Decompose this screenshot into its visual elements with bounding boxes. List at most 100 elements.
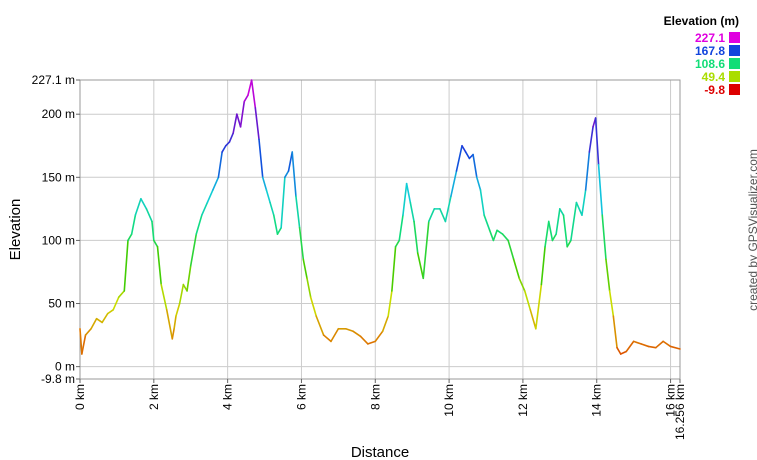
profile-segment (295, 195, 301, 229)
profile-segment (344, 327, 354, 333)
x-tick-label: 16.256 km (673, 384, 687, 440)
x-tick-label: 6 km (294, 384, 308, 410)
profile-segment (291, 151, 297, 198)
profile-segment (84, 327, 92, 336)
legend-value: 108.6 (695, 57, 725, 71)
profile-segment (555, 208, 561, 235)
profile-segment (647, 345, 657, 349)
profile-segment (612, 315, 618, 349)
profile-segment (551, 233, 557, 242)
profile-segment (269, 201, 275, 216)
profile-segment (95, 317, 103, 324)
profile-segment (239, 100, 246, 128)
profile-segment (559, 208, 565, 216)
profile-segment (359, 335, 369, 345)
profile-segment (391, 245, 397, 292)
profile-segment (594, 117, 600, 166)
profile-segment (153, 239, 159, 248)
profile-segment (236, 113, 242, 128)
profile-segment (247, 79, 253, 97)
profile-segment (479, 189, 485, 216)
profile-segment (276, 226, 282, 235)
profile-segment (175, 302, 181, 317)
profile-segment (160, 283, 168, 311)
profile-segment (165, 309, 174, 340)
profile-segment (398, 214, 404, 242)
legend-swatch (729, 71, 740, 82)
profile-segment (632, 340, 642, 345)
profile-segment (189, 233, 198, 267)
y-tick-label: 227.1 m (32, 73, 75, 87)
profile-segment (298, 226, 305, 261)
profile-segment (261, 176, 268, 191)
profile-segment (512, 258, 521, 280)
profile-segment (597, 163, 604, 216)
profile-segment (640, 343, 650, 348)
profile-segment (315, 315, 325, 336)
profile-segment (416, 252, 425, 280)
profile-segment (79, 327, 83, 355)
profile-segment (134, 197, 142, 216)
profile-segment (444, 195, 452, 223)
profile-segment (309, 296, 318, 317)
profile-segment (422, 220, 430, 280)
profile-segment (374, 330, 384, 343)
profile-segment (601, 214, 607, 261)
profile-segment (427, 208, 436, 223)
y-tick-label: 150 m (42, 170, 75, 184)
legend-value: 167.8 (695, 44, 725, 58)
profile-segment (106, 309, 115, 315)
profile-segment (605, 258, 611, 292)
x-tick-label: 0 km (73, 384, 87, 410)
x-tick-label: 14 km (590, 384, 604, 417)
profile-segment (140, 197, 148, 210)
profile-segment (566, 239, 572, 248)
profile-segment (518, 277, 526, 292)
y-tick-label: 50 m (48, 297, 75, 311)
y-tick-label: 200 m (42, 107, 75, 121)
x-tick-label: 4 km (221, 384, 235, 410)
profile-segment (394, 239, 401, 248)
profile-segment (387, 290, 393, 317)
profile-segment (322, 334, 332, 343)
profile-segment (461, 144, 467, 153)
credit-text: created by GPSVisualizer.com (746, 149, 757, 311)
profile-segment (228, 132, 234, 143)
y-tick-label: 100 m (42, 233, 75, 247)
profile-segment (212, 176, 220, 191)
profile-segment (130, 214, 137, 235)
profile-segment (588, 126, 594, 153)
profile-segment (402, 182, 408, 216)
profile-segment (258, 138, 264, 179)
profile-segment (156, 245, 163, 286)
profile-segment (232, 113, 238, 134)
x-axis-title: Distance (351, 444, 409, 460)
profile-segment (287, 151, 294, 172)
profile-segment (101, 312, 109, 324)
profile-segment (544, 220, 550, 248)
profile-segment (562, 214, 569, 248)
profile-segment (117, 290, 126, 299)
profile-segment (224, 141, 231, 147)
legend-value: -9.8 (704, 83, 725, 97)
profile-segment (201, 201, 209, 216)
profile-segment (535, 283, 543, 330)
profile-segment (584, 151, 591, 191)
y-tick-label: -9.8 m (41, 372, 75, 386)
profile-segment (409, 201, 415, 223)
legend-swatch (729, 58, 740, 69)
profile-segment (581, 189, 587, 216)
profile-segment (81, 334, 87, 355)
profile-segment (112, 296, 120, 311)
profile-segment (284, 170, 290, 179)
legend-swatch (729, 45, 740, 56)
profile-segment (547, 220, 554, 242)
profile-segment (540, 245, 546, 286)
profile-segment (306, 277, 312, 299)
y-axis-title: Elevation (7, 199, 24, 261)
x-tick-label: 10 km (442, 384, 456, 417)
legend-swatch (729, 32, 740, 43)
profile-segment (413, 220, 419, 254)
